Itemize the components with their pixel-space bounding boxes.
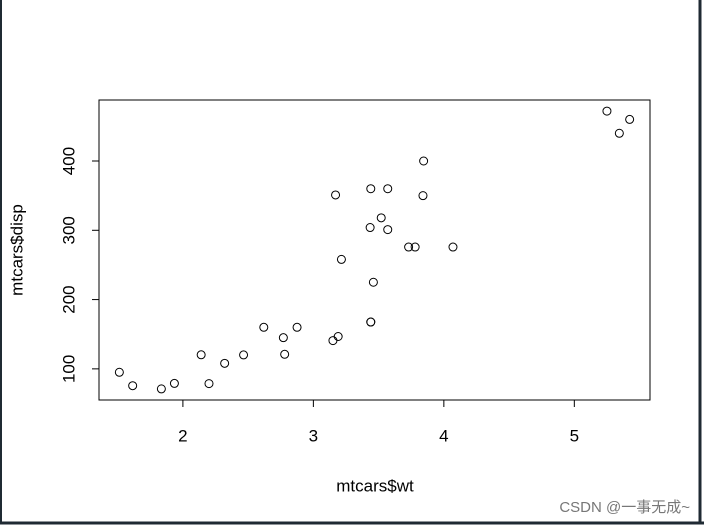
point [365, 223, 375, 233]
point [419, 156, 429, 166]
point [418, 191, 428, 201]
point [368, 277, 378, 287]
y-tick-label: 100 [59, 355, 78, 383]
point [328, 336, 338, 346]
point [169, 378, 179, 388]
point [114, 367, 124, 377]
point [156, 384, 166, 394]
point [404, 242, 414, 252]
point [376, 213, 386, 223]
x-tick-label: 5 [570, 426, 579, 445]
x-tick-label: 3 [309, 426, 318, 445]
y-tick-label: 200 [59, 285, 78, 313]
point [366, 317, 376, 327]
point [336, 254, 346, 264]
point [278, 333, 288, 343]
x-tick-label: 2 [178, 426, 187, 445]
y-tick-label: 300 [59, 216, 78, 244]
point [448, 242, 458, 252]
point [280, 349, 290, 359]
y-tick-label: 400 [59, 147, 78, 175]
point [366, 184, 376, 194]
point [128, 381, 138, 391]
watermark: CSDN @一事无成~ [559, 499, 690, 516]
point [625, 114, 635, 124]
point [383, 225, 393, 235]
point [292, 322, 302, 332]
x-tick-label: 4 [439, 426, 448, 445]
point [196, 350, 206, 360]
point [383, 184, 393, 194]
x-axis-label: mtcars$wt [336, 476, 414, 495]
y-axis-label: mtcars$disp [7, 204, 26, 296]
point [410, 242, 420, 252]
point [331, 190, 341, 200]
point [239, 350, 249, 360]
point [220, 358, 230, 368]
point [259, 322, 269, 332]
point [602, 106, 612, 116]
point [614, 128, 624, 138]
point [204, 379, 214, 389]
